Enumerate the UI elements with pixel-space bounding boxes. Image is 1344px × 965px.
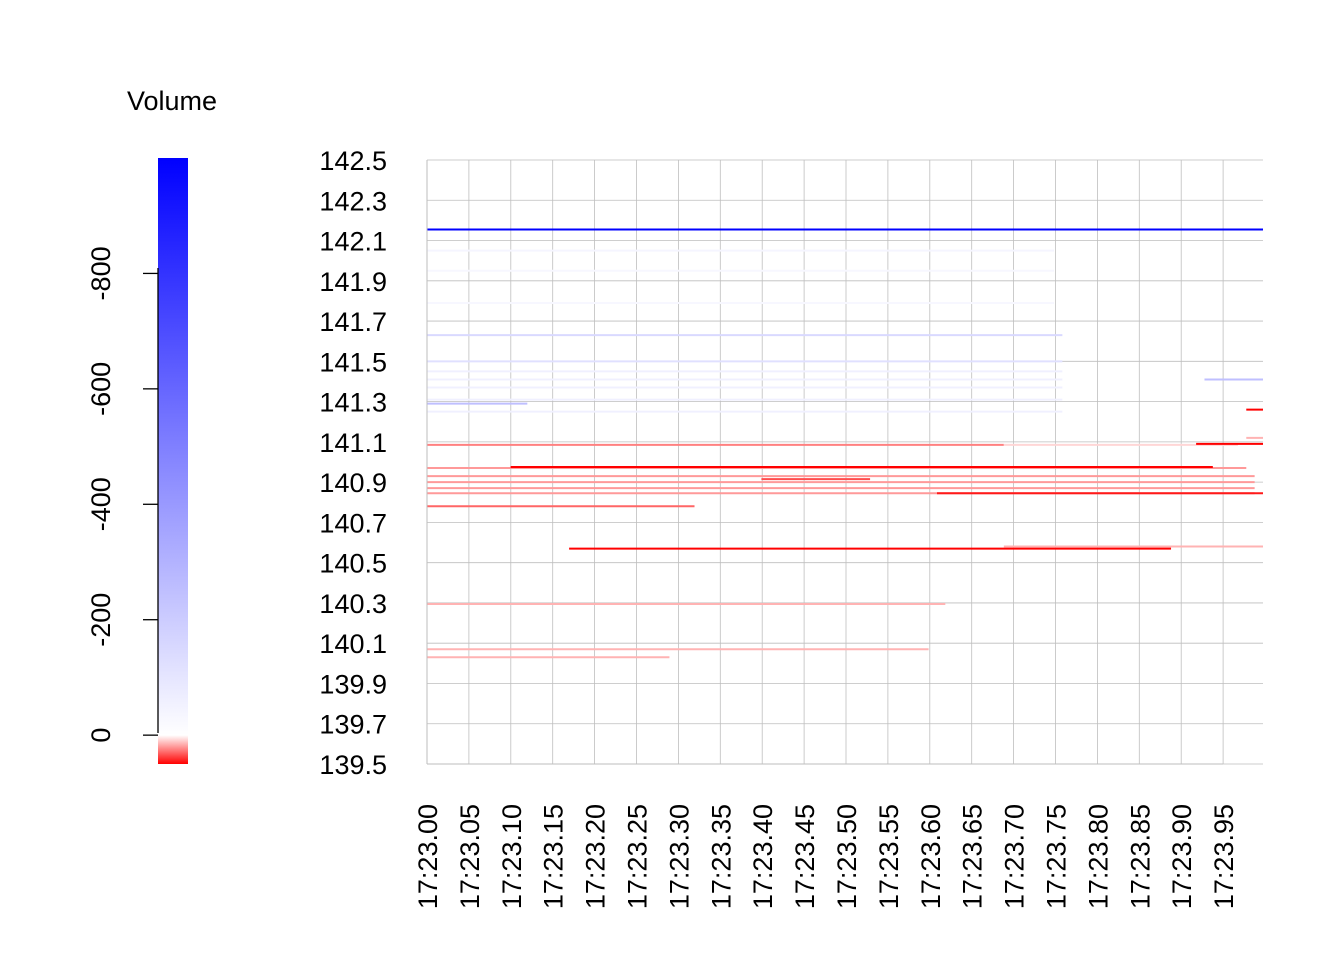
x-tick-label: 17:23.35	[706, 804, 736, 909]
x-tick-label: 17:23.80	[1083, 804, 1113, 909]
x-tick-label: 17:23.90	[1167, 804, 1197, 909]
order-book-segments	[427, 228, 1263, 659]
legend-title: Volume	[127, 86, 217, 116]
x-tick-label: 17:23.40	[748, 804, 778, 909]
x-axis: 17:23.00 17:23.05 17:23.10 17:23.15 17:23.20…	[413, 763, 1239, 909]
y-tick-label: 139.5	[319, 750, 387, 780]
x-tick-label: 17:23.70	[1000, 804, 1030, 909]
x-tick-label: 17:23.30	[664, 804, 694, 909]
x-tick-label: 17:23.15	[539, 804, 569, 909]
x-tick-label: 17:23.50	[832, 804, 862, 909]
x-tick-label: 17:23.05	[455, 804, 485, 909]
y-tick-label: 141.9	[319, 267, 387, 297]
x-tick-label: 17:23.45	[790, 804, 820, 909]
x-tick-label: 17:23.10	[497, 804, 527, 909]
y-tick-label: 142.1	[319, 227, 387, 257]
legend-tick-label: -600	[86, 362, 116, 416]
x-tick-label: 17:23.75	[1042, 804, 1072, 909]
x-tick-label: 17:23.55	[874, 804, 904, 909]
x-tick-label: 17:23.65	[958, 804, 988, 909]
legend-tick-label: -400	[86, 477, 116, 531]
y-tick-label: 141.7	[319, 307, 387, 337]
y-tick-label: 141.5	[319, 347, 387, 377]
x-tick-label: 17:23.85	[1125, 804, 1155, 909]
x-tick-label: 17:23.00	[413, 804, 443, 909]
legend-color-bar	[158, 158, 188, 764]
y-tick-label: 140.7	[319, 508, 387, 538]
legend-tick-label: -200	[86, 593, 116, 647]
x-tick-label: 17:23.25	[623, 804, 653, 909]
legend-tick-label: 0	[86, 728, 116, 743]
y-tick-label: 140.9	[319, 468, 387, 498]
y-tick-label: 140.3	[319, 589, 387, 619]
y-tick-label: 141.1	[319, 428, 387, 458]
y-tick-label: 140.5	[319, 549, 387, 579]
y-tick-label: 140.1	[319, 629, 387, 659]
x-tick-label: 17:23.95	[1209, 804, 1239, 909]
y-tick-label: 141.3	[319, 388, 387, 418]
y-axis: 139.5 139.7 139.9 140.1 140.3 140.5 140.7 140.9…	[319, 146, 428, 780]
color-legend: Volume 0 -200 -400 -600 -800	[86, 86, 217, 764]
plot-area: 139.5 139.7 139.9 140.1 140.3 140.5 140.7 140.9…	[319, 146, 1263, 909]
legend-tick-label: -800	[86, 246, 116, 300]
y-tick-label: 139.9	[319, 669, 387, 699]
y-tick-label: 142.3	[319, 186, 387, 216]
y-tick-label: 139.7	[319, 710, 387, 740]
y-tick-label: 142.5	[319, 146, 387, 176]
x-tick-label: 17:23.20	[581, 804, 611, 909]
x-tick-label: 17:23.60	[916, 804, 946, 909]
